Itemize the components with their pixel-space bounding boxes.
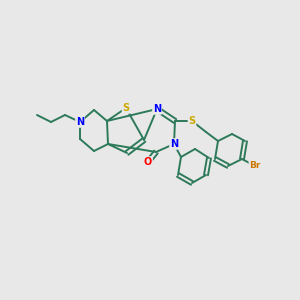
Text: S: S <box>188 116 196 126</box>
Text: O: O <box>144 157 152 167</box>
Text: Br: Br <box>249 161 261 170</box>
Text: N: N <box>76 117 84 127</box>
Text: N: N <box>170 139 178 149</box>
Text: N: N <box>153 104 161 114</box>
Text: S: S <box>122 103 130 113</box>
